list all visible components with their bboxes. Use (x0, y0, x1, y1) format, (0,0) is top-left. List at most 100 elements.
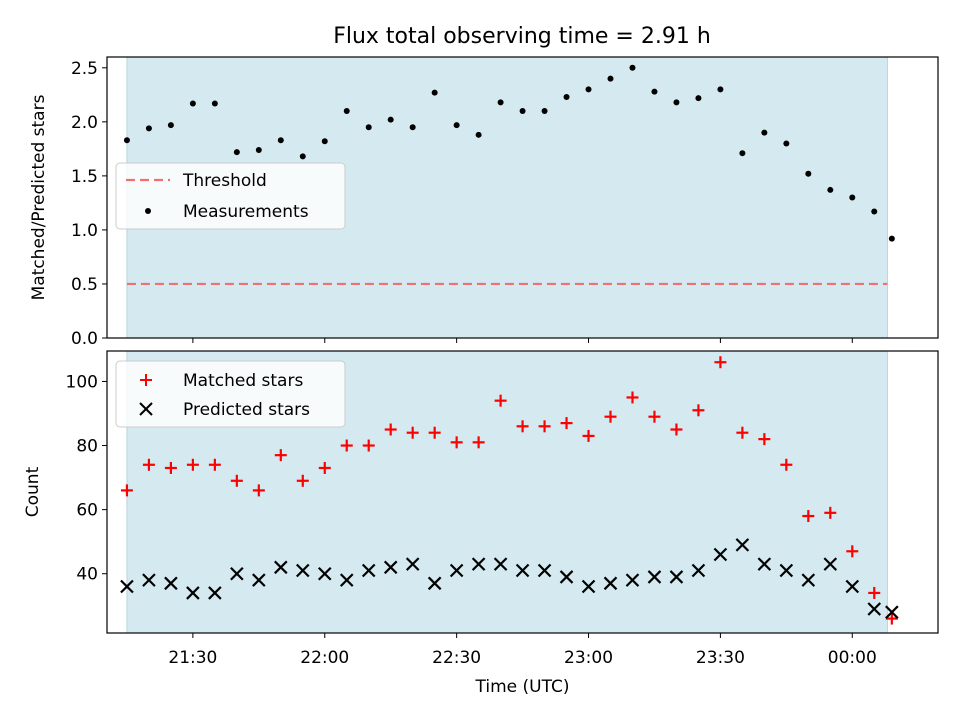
predicted-star-marker (867, 602, 882, 616)
predicted-star-marker (603, 576, 618, 591)
matched-star-markers (120, 356, 898, 625)
count-axes-frame (106, 350, 939, 634)
matched-star-marker (362, 439, 375, 452)
y-tick-label: 60 (76, 501, 98, 521)
predicted-star-marker (208, 586, 222, 600)
predicted-star-marker (559, 570, 574, 584)
matched-star-marker (780, 458, 793, 471)
threshold-legend-label: Threshold (182, 171, 267, 191)
matched-legend-label: Matched stars (183, 371, 303, 391)
predicted-star-marker (296, 563, 310, 578)
predicted-star-marker (164, 576, 178, 591)
matched-star-marker (208, 458, 221, 471)
predicted-star-marker (581, 579, 596, 594)
predicted-star-marker (449, 563, 464, 578)
measurement-point (277, 137, 284, 144)
measurement-point (189, 100, 196, 107)
predicted-star-marker (537, 563, 552, 578)
matched-star-marker (714, 356, 727, 369)
measurement-point (123, 137, 130, 144)
x-tick-label: 00:00 (828, 648, 877, 668)
measurement-point (255, 146, 262, 153)
predicted-star-markers (120, 538, 899, 619)
matched-star-marker (274, 449, 287, 462)
matched-star-marker (428, 426, 441, 439)
measurement-point (563, 93, 570, 100)
measurement-point (717, 86, 724, 93)
matched-star-marker (736, 426, 749, 439)
measurement-point (541, 108, 548, 115)
predicted-legend-swatch (139, 402, 153, 416)
measurement-point (299, 153, 306, 160)
y-tick-label: 100 (66, 372, 98, 392)
x-tick-label: 22:30 (432, 648, 481, 668)
matched-legend-swatch (140, 374, 152, 386)
measurement-point (343, 108, 350, 115)
count-legend: Matched stars Predicted stars (115, 360, 346, 428)
measurements-legend-label: Measurements (183, 202, 309, 222)
measurement-point (233, 149, 240, 156)
measurement-point (761, 129, 768, 136)
predicted-star-marker (801, 573, 816, 587)
matched-star-marker (626, 391, 639, 404)
predicted-star-marker (669, 570, 684, 584)
matched-star-marker (516, 420, 529, 433)
predicted-star-marker (647, 570, 662, 584)
count-y-ticks: 40 60 80 100 (66, 372, 107, 585)
measurement-point (387, 116, 394, 123)
matched-star-marker (868, 586, 881, 599)
y-tick-label: 2.5 (71, 59, 98, 79)
matched-star-marker (494, 394, 507, 407)
predicted-star-marker (252, 573, 266, 587)
predicted-star-marker (713, 547, 728, 562)
predicted-star-marker (515, 563, 530, 578)
predicted-star-marker (493, 557, 508, 571)
predicted-star-marker (427, 576, 442, 591)
measurement-point (673, 99, 680, 106)
measurement-point (695, 95, 702, 102)
matched-star-marker (670, 423, 683, 436)
matched-star-marker (340, 439, 353, 452)
matched-star-marker (582, 429, 595, 442)
measurement-point (805, 170, 812, 177)
y-tick-label: 0.0 (71, 329, 98, 349)
x-tick-label: 22:00 (300, 648, 349, 668)
predicted-star-marker (757, 557, 772, 571)
measurement-point (431, 89, 438, 96)
figure-title: Flux total observing time = 2.91 h (333, 24, 711, 49)
measurement-point (739, 150, 746, 157)
predicted-star-marker (230, 566, 244, 581)
measurement-point (827, 186, 834, 193)
y-tick-label: 40 (76, 565, 98, 585)
count-legend-box (115, 360, 346, 428)
ratio-y-ticks: 0.0 0.5 1.0 1.5 2.0 2.5 (71, 59, 107, 349)
x-axis-label: Time (UTC) (475, 677, 570, 697)
predicted-star-marker (186, 586, 200, 600)
ratio-legend: Threshold Measurements (115, 162, 346, 230)
predicted-star-marker (274, 560, 288, 575)
matched-star-marker (824, 506, 837, 519)
matched-star-marker (648, 410, 661, 423)
measurement-point (783, 140, 790, 147)
measurement-point (211, 100, 218, 107)
matched-star-marker (252, 484, 265, 497)
predicted-star-marker (471, 557, 486, 571)
predicted-legend-label: Predicted stars (183, 400, 310, 420)
measurement-point (888, 235, 895, 242)
matched-star-marker (164, 461, 177, 474)
measurement-point (409, 124, 416, 131)
matched-star-marker (406, 426, 419, 439)
y-tick-label: 2.0 (71, 113, 98, 133)
predicted-star-marker (691, 563, 706, 578)
count-y-axis-label: Count (23, 466, 43, 517)
measurement-point (321, 138, 328, 145)
ratio-x-ticks (192, 338, 853, 343)
predicted-star-marker (625, 573, 640, 587)
measurement-point (453, 122, 460, 129)
matched-star-marker (885, 612, 898, 625)
x-tick-label: 21:30 (168, 648, 217, 668)
predicted-star-marker (120, 579, 134, 594)
matched-star-marker (802, 510, 815, 523)
measurements-legend-swatch (145, 208, 151, 214)
